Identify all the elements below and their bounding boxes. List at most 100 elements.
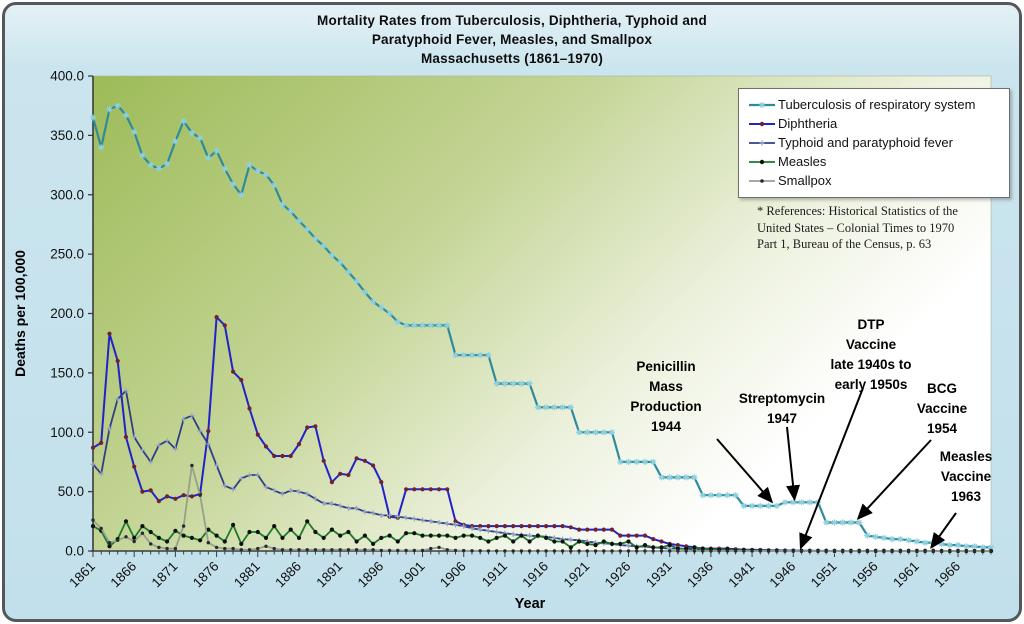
references-line-3: Part 1, Bureau of the Census, p. 63 [757,237,932,251]
x-tick-label: 1886 [272,559,304,591]
legend-item-2: Typhoid and paratyphoid fever [747,133,1001,152]
series-marker [659,545,664,550]
series-marker [626,539,631,544]
series-marker [609,527,615,532]
series-marker [544,549,548,553]
series-marker [280,535,285,541]
series-marker [494,524,499,529]
legend-item-3: Measles [747,152,1001,171]
series-marker [700,546,705,551]
series-marker [486,524,491,529]
annotation-measles_vaccine: Measles Vaccine 1963 [886,447,1019,507]
series-marker [206,429,211,434]
series-marker [618,541,623,547]
series-marker [116,538,120,542]
series-marker [255,529,260,535]
series-marker [758,549,762,553]
series-marker [173,528,178,533]
series-marker [189,494,194,499]
series-marker [552,524,557,529]
series-marker [568,545,573,550]
x-tick-label: 1901 [396,559,428,591]
series-marker [338,471,343,476]
series-marker [272,546,276,551]
series-marker [148,529,153,535]
series-marker [808,549,812,553]
series-marker [816,549,820,553]
series-marker [585,527,590,532]
series-marker [527,524,532,529]
series-marker [387,548,392,553]
annotation-line: Production [630,398,702,414]
series-marker [107,541,112,545]
series-marker [313,424,318,429]
series-marker [305,425,310,430]
series-marker [593,543,598,548]
y-tick-label: 250.0 [50,247,84,262]
series-marker [684,549,688,553]
legend: Tuberculosis of respiratory system Diphth… [738,88,1010,198]
series-marker [453,535,458,541]
series-marker [296,535,302,541]
annotation-line: Measles [939,449,993,464]
series-marker [379,480,384,485]
series-marker [585,549,589,553]
series-marker [313,548,318,552]
series-marker [404,548,408,553]
x-tick-label: 1946 [767,559,799,591]
series-marker [239,541,244,547]
series-marker [824,549,828,553]
series-marker [725,549,730,553]
annotation-line: Vaccine [845,336,897,352]
x-tick-label: 1866 [107,559,139,591]
series-marker [346,472,351,478]
series-marker [511,549,515,553]
series-marker [642,543,648,548]
series-marker [322,548,326,552]
series-marker [362,458,367,463]
series-marker [956,549,960,553]
series-marker [190,463,194,468]
series-marker [189,535,194,541]
series-marker [692,549,697,553]
series-marker [297,548,301,552]
series-marker [305,519,310,524]
series-marker [503,549,507,553]
series-marker [742,549,746,553]
series-marker [478,549,482,553]
series-marker [346,548,351,552]
series-marker [437,545,441,550]
legend-label: Smallpox [778,173,832,188]
series-marker [214,545,219,550]
series-marker [709,549,713,553]
series-marker [321,535,326,541]
annotation-line: Penicillin [636,359,696,374]
series-marker [239,548,243,552]
legend-label: Tuberculosis of respiratory system [778,97,976,112]
series-marker [832,549,837,553]
x-tick-label: 1966 [931,559,963,591]
series-marker [420,487,425,492]
series-marker [560,549,565,553]
legend-swatch-dot_small-icon [749,178,775,183]
series-marker [387,533,392,538]
series-marker [173,546,178,551]
series-marker [157,545,161,550]
series-marker [140,489,145,494]
series-marker [502,524,507,529]
series-marker [379,535,384,541]
series-marker [445,533,450,538]
series-marker [354,456,359,461]
series-marker [338,548,342,552]
series-marker [263,535,269,541]
y-tick-label: 400.0 [50,69,84,84]
series-marker [923,549,927,553]
series-marker [626,533,631,538]
legend-label: Typhoid and paratyphoid fever [778,135,953,150]
series-marker [692,545,697,550]
series-marker [470,549,474,553]
series-marker [601,527,606,532]
series-marker [198,493,202,497]
series-marker [931,549,935,553]
